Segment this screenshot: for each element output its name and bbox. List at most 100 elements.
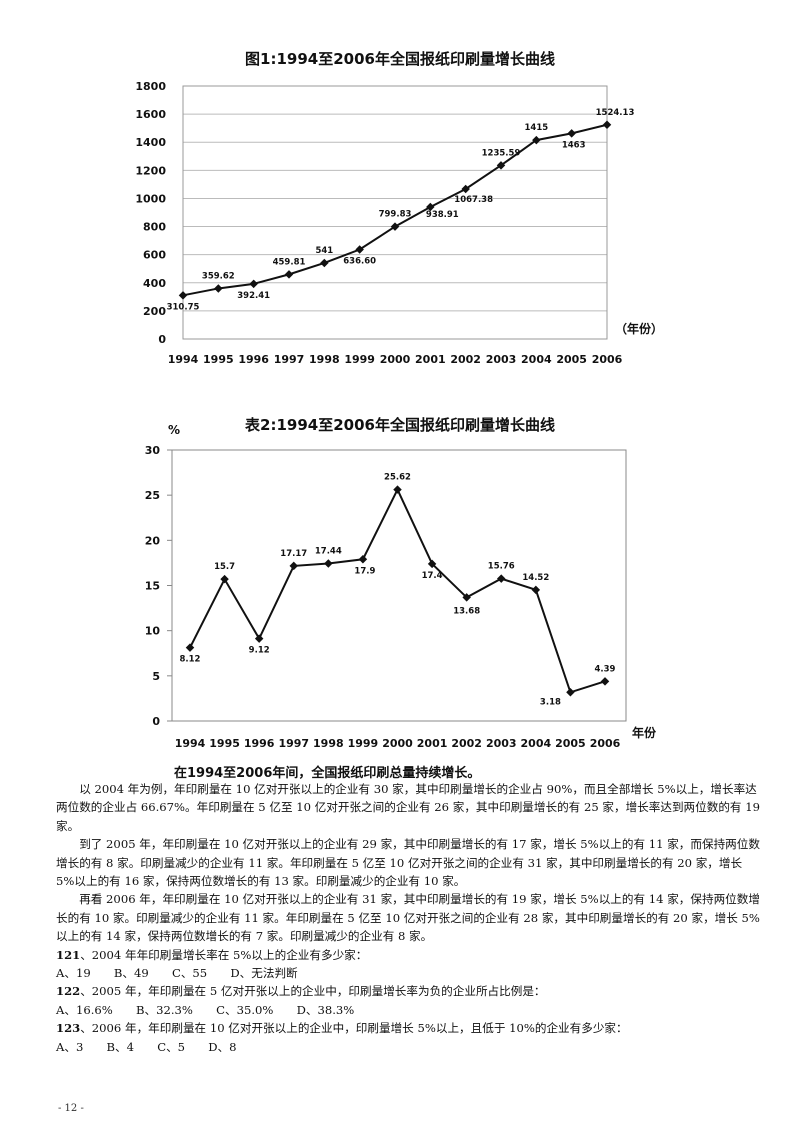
paragraph-2006: 再看 2006 年，年印刷量在 10 亿对开张以上的企业有 31 家，其中印刷量… [56,892,760,944]
data-point [178,291,188,300]
data-label: 13.68 [453,606,480,616]
data-point [461,184,470,194]
paragraph-2005: 到了 2005 年，年印刷量在 10 亿对开张以上的企业有 29 家，其中印刷量… [56,837,760,889]
x-tick-label: 2001 [417,737,448,750]
data-label: 459.81 [273,257,306,267]
y-tick-label: 20 [145,534,161,547]
data-label: 938.91 [426,210,459,220]
x-tick-label: 1996 [238,353,269,366]
data-point [324,559,333,568]
question-text: 、2004 年年印刷量增长率在 5%以上的企业有多少家： [80,947,368,962]
data-label: 17.4 [422,571,443,581]
question-number: 121 [56,947,81,962]
data-point [289,561,298,571]
data-point [602,120,612,130]
y-tick-label: 30 [145,444,161,457]
y-tick-label: 1200 [135,164,166,177]
data-label: 1524.13 [596,108,635,118]
question-123-options: A、3 B、4 C、5 D、8 [56,1039,237,1054]
y-tick-label: 0 [158,333,166,346]
y-tick-label: 600 [143,249,166,262]
x-tick-label: 2000 [382,737,413,750]
data-label: 1235.59 [482,148,521,158]
x-tick-label: 2003 [486,737,517,750]
x-tick-label: 1997 [274,353,305,366]
x-tick-label: 1997 [278,737,309,750]
data-label: 799.83 [379,210,412,220]
data-label: 1415 [524,123,548,133]
x-tick-label: 2005 [555,737,586,750]
question-122: 122、2005 年，年印刷量在 5 亿对开张以上的企业中，印刷量增长率为负的企… [56,982,760,1000]
data-point [427,559,437,569]
y-tick-label: 800 [143,221,166,234]
x-tick-label: 1998 [309,353,340,366]
question-number: 123 [56,1021,81,1036]
x-tick-label: 1994 [168,353,199,366]
x-tick-label: 2003 [486,353,517,366]
x-tick-label: 1999 [348,737,379,750]
x-tick-label: 2004 [521,353,552,366]
page-number: - 12 - [58,1103,84,1114]
y-tick-label: 1800 [135,80,166,93]
x-tick-label: 2000 [380,353,411,366]
y-tick-label: 1600 [135,108,166,121]
chart-title: 表2:1994至2006年全国报纸印刷量增长曲线 [245,416,555,434]
question-121-options: A、19 B、49 C、55 D、无法判断 [56,966,298,981]
x-axis-label: 年份 [632,725,657,740]
data-point [390,222,400,231]
y-tick-label: 0 [152,715,160,728]
data-point [567,129,576,138]
data-label: 392.41 [237,291,270,301]
x-tick-label: 2004 [521,737,552,750]
question-123: 123、2006 年，年印刷量在 10 亿对开张以上的企业中，印刷量增长 5%以… [56,1019,760,1037]
chart-print-volume: 图1:1994至2006年全国报纸印刷量增长曲线 0 200 400 600 800 100… [135,50,663,366]
x-tick-label: 2001 [415,353,446,366]
data-point [220,574,229,584]
data-point [600,677,610,686]
y-tick-label: 5 [152,670,160,683]
data-point [249,279,258,289]
data-point [214,284,223,293]
data-label: 1463 [562,140,586,150]
question-text: 、2005 年，年印刷量在 5 亿对开张以上的企业中，印刷量增长率为负的企业所占… [80,984,546,999]
question-121: 121、2004 年年印刷量增长率在 5%以上的企业有多少家： [56,946,760,964]
x-tick-label: 2002 [450,353,481,366]
x-tick-label: 2006 [590,737,621,750]
data-point [284,270,294,279]
plot-frame [182,85,608,340]
data-point [462,593,471,602]
data-label: 25.62 [384,473,411,483]
data-point [496,161,506,170]
data-point [566,688,575,697]
y-axis-label: % [168,423,180,437]
data-label: 541 [315,246,333,256]
y-tick-label: 10 [145,625,161,638]
data-label: 15.7 [214,562,235,572]
chart-title: 图1:1994至2006年全国报纸印刷量增长曲线 [245,50,555,68]
series-line [189,487,606,694]
data-point [254,634,264,643]
data-point [320,258,329,268]
data-label: 4.39 [595,664,616,674]
y-tick-label: 1400 [135,136,166,149]
data-point [531,585,541,595]
data-label: 17.17 [280,549,307,559]
data-point [426,202,435,212]
x-tick-label: 1995 [203,353,234,366]
passage: 以 2004 年为例，年印刷量在 10 亿对开张以上的企业有 30 家，其中印刷… [56,780,760,1056]
x-axis-label: （年份） [615,321,663,336]
data-label: 14.52 [522,573,549,583]
y-tick-label: 400 [143,277,166,290]
x-tick-label: 2005 [556,353,587,366]
x-tick-label: 1994 [175,737,206,750]
data-label: 1067.38 [454,195,493,205]
x-tick-label: 1999 [344,353,375,366]
x-tick-label: 1996 [244,737,275,750]
x-tick-label: 2006 [592,353,623,366]
data-point [185,643,195,652]
data-point [358,555,368,564]
data-label: 17.44 [315,546,342,556]
paragraph-2004: 以 2004 年为例，年印刷量在 10 亿对开张以上的企业有 30 家，其中印刷… [56,782,760,833]
question-number: 122 [56,984,81,999]
data-label: 8.12 [180,655,201,665]
